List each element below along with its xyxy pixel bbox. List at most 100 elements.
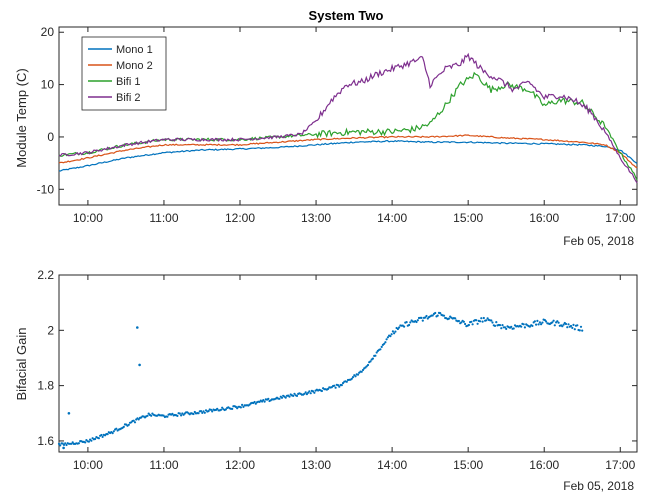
data-point [491,321,494,324]
data-point [209,408,213,411]
data-point [579,325,583,328]
data-point [354,375,357,378]
data-point [112,430,115,433]
data-point [541,321,544,324]
data-point [505,327,508,330]
data-point [239,406,242,409]
legend-label: Bifi 2 [116,92,140,104]
data-point [254,402,257,405]
data-point [61,442,64,445]
data-point [375,351,378,354]
data-point [267,397,270,400]
data-point [150,414,153,417]
data-point [219,408,223,411]
legend-label: Mono 1 [116,44,153,56]
data-point [425,314,428,318]
tick-group: 10:00 11:00 12:00 13:00 14:00 15:00 16:00 17:00… [37,268,637,472]
data-point [537,323,540,326]
data-point [369,360,372,363]
data-point [493,324,497,327]
x-tick-label: 15:00 [453,458,483,472]
data-point [241,403,244,406]
data-point [479,320,482,323]
data-point [573,328,576,331]
x-tick-label: 12:00 [225,211,255,225]
data-point [520,325,523,328]
data-point [320,389,323,393]
data-point [540,323,543,326]
data-point [263,400,266,403]
data-point [562,323,565,326]
data-point [436,314,439,317]
data-point [576,324,579,327]
data-point [253,400,256,404]
y-tick-label: 0 [47,130,54,144]
data-point [197,412,200,415]
data-point [561,325,564,328]
data-point [284,396,287,399]
data-point [572,323,575,326]
x-tick-label: 10:00 [73,458,103,472]
data-point [309,392,312,395]
data-point [398,326,401,329]
x-tick-label: 17:00 [605,211,635,225]
data-point [211,410,214,413]
data-point [192,412,195,416]
temperature-plot-area: 10:00 11:00 12:00 13:00 14:00 15:00 16:00 17:00… [37,25,638,225]
x-tick-label: 14:00 [377,458,407,472]
y-tick-label: 1.8 [37,379,54,393]
data-point [356,373,360,376]
x-tick-label: 17:00 [605,458,635,472]
data-point [409,321,412,324]
data-point [571,326,574,329]
data-point [380,345,383,348]
data-point [396,327,399,331]
points-group [57,311,584,450]
data-point [304,391,307,394]
y-tick-label: 2 [47,323,54,337]
data-point [295,394,299,397]
data-point [127,423,130,426]
temperature-chart: System Two Module Temp (C) 10:00 11:00 12:… [14,8,638,248]
data-point [383,342,386,345]
data-point [64,442,67,445]
legend: Mono 1 Mono 2 Bifi 1 Bifi 2 [81,36,167,111]
series-line-bifi-1 [58,71,638,181]
y-axis-label: Module Temp (C) [14,68,29,167]
data-point [566,326,569,329]
data-point [312,390,315,393]
data-point [162,414,165,417]
data-point [386,336,389,339]
data-point [176,414,179,417]
chart-title: System Two [309,8,384,23]
x-tick-label: 11:00 [149,458,178,472]
y-axis-label: Bifacial Gain [14,328,29,401]
data-point [166,415,169,418]
data-point [242,405,245,408]
data-point [581,329,584,332]
data-point [531,324,534,327]
date-label: Feb 05, 2018 [563,479,634,493]
data-point [303,392,306,395]
y-tick-label: 20 [41,25,55,39]
data-point [471,323,474,326]
series-line-mono-1 [58,139,638,172]
data-point [327,387,330,390]
data-point [111,432,114,435]
data-point [390,333,393,336]
data-point [292,394,295,397]
y-tick-label: 1.6 [37,434,54,448]
data-point [278,397,281,400]
series-line-mono-2 [58,134,638,169]
data-point [470,320,473,323]
data-point [467,323,470,327]
data-point [447,317,450,320]
data-point [408,323,411,327]
x-tick-label: 13:00 [301,211,331,225]
x-tick-label: 16:00 [529,458,559,472]
data-point [180,414,183,417]
data-point [512,327,515,330]
x-tick-label: 12:00 [225,458,255,472]
data-point [578,329,581,332]
